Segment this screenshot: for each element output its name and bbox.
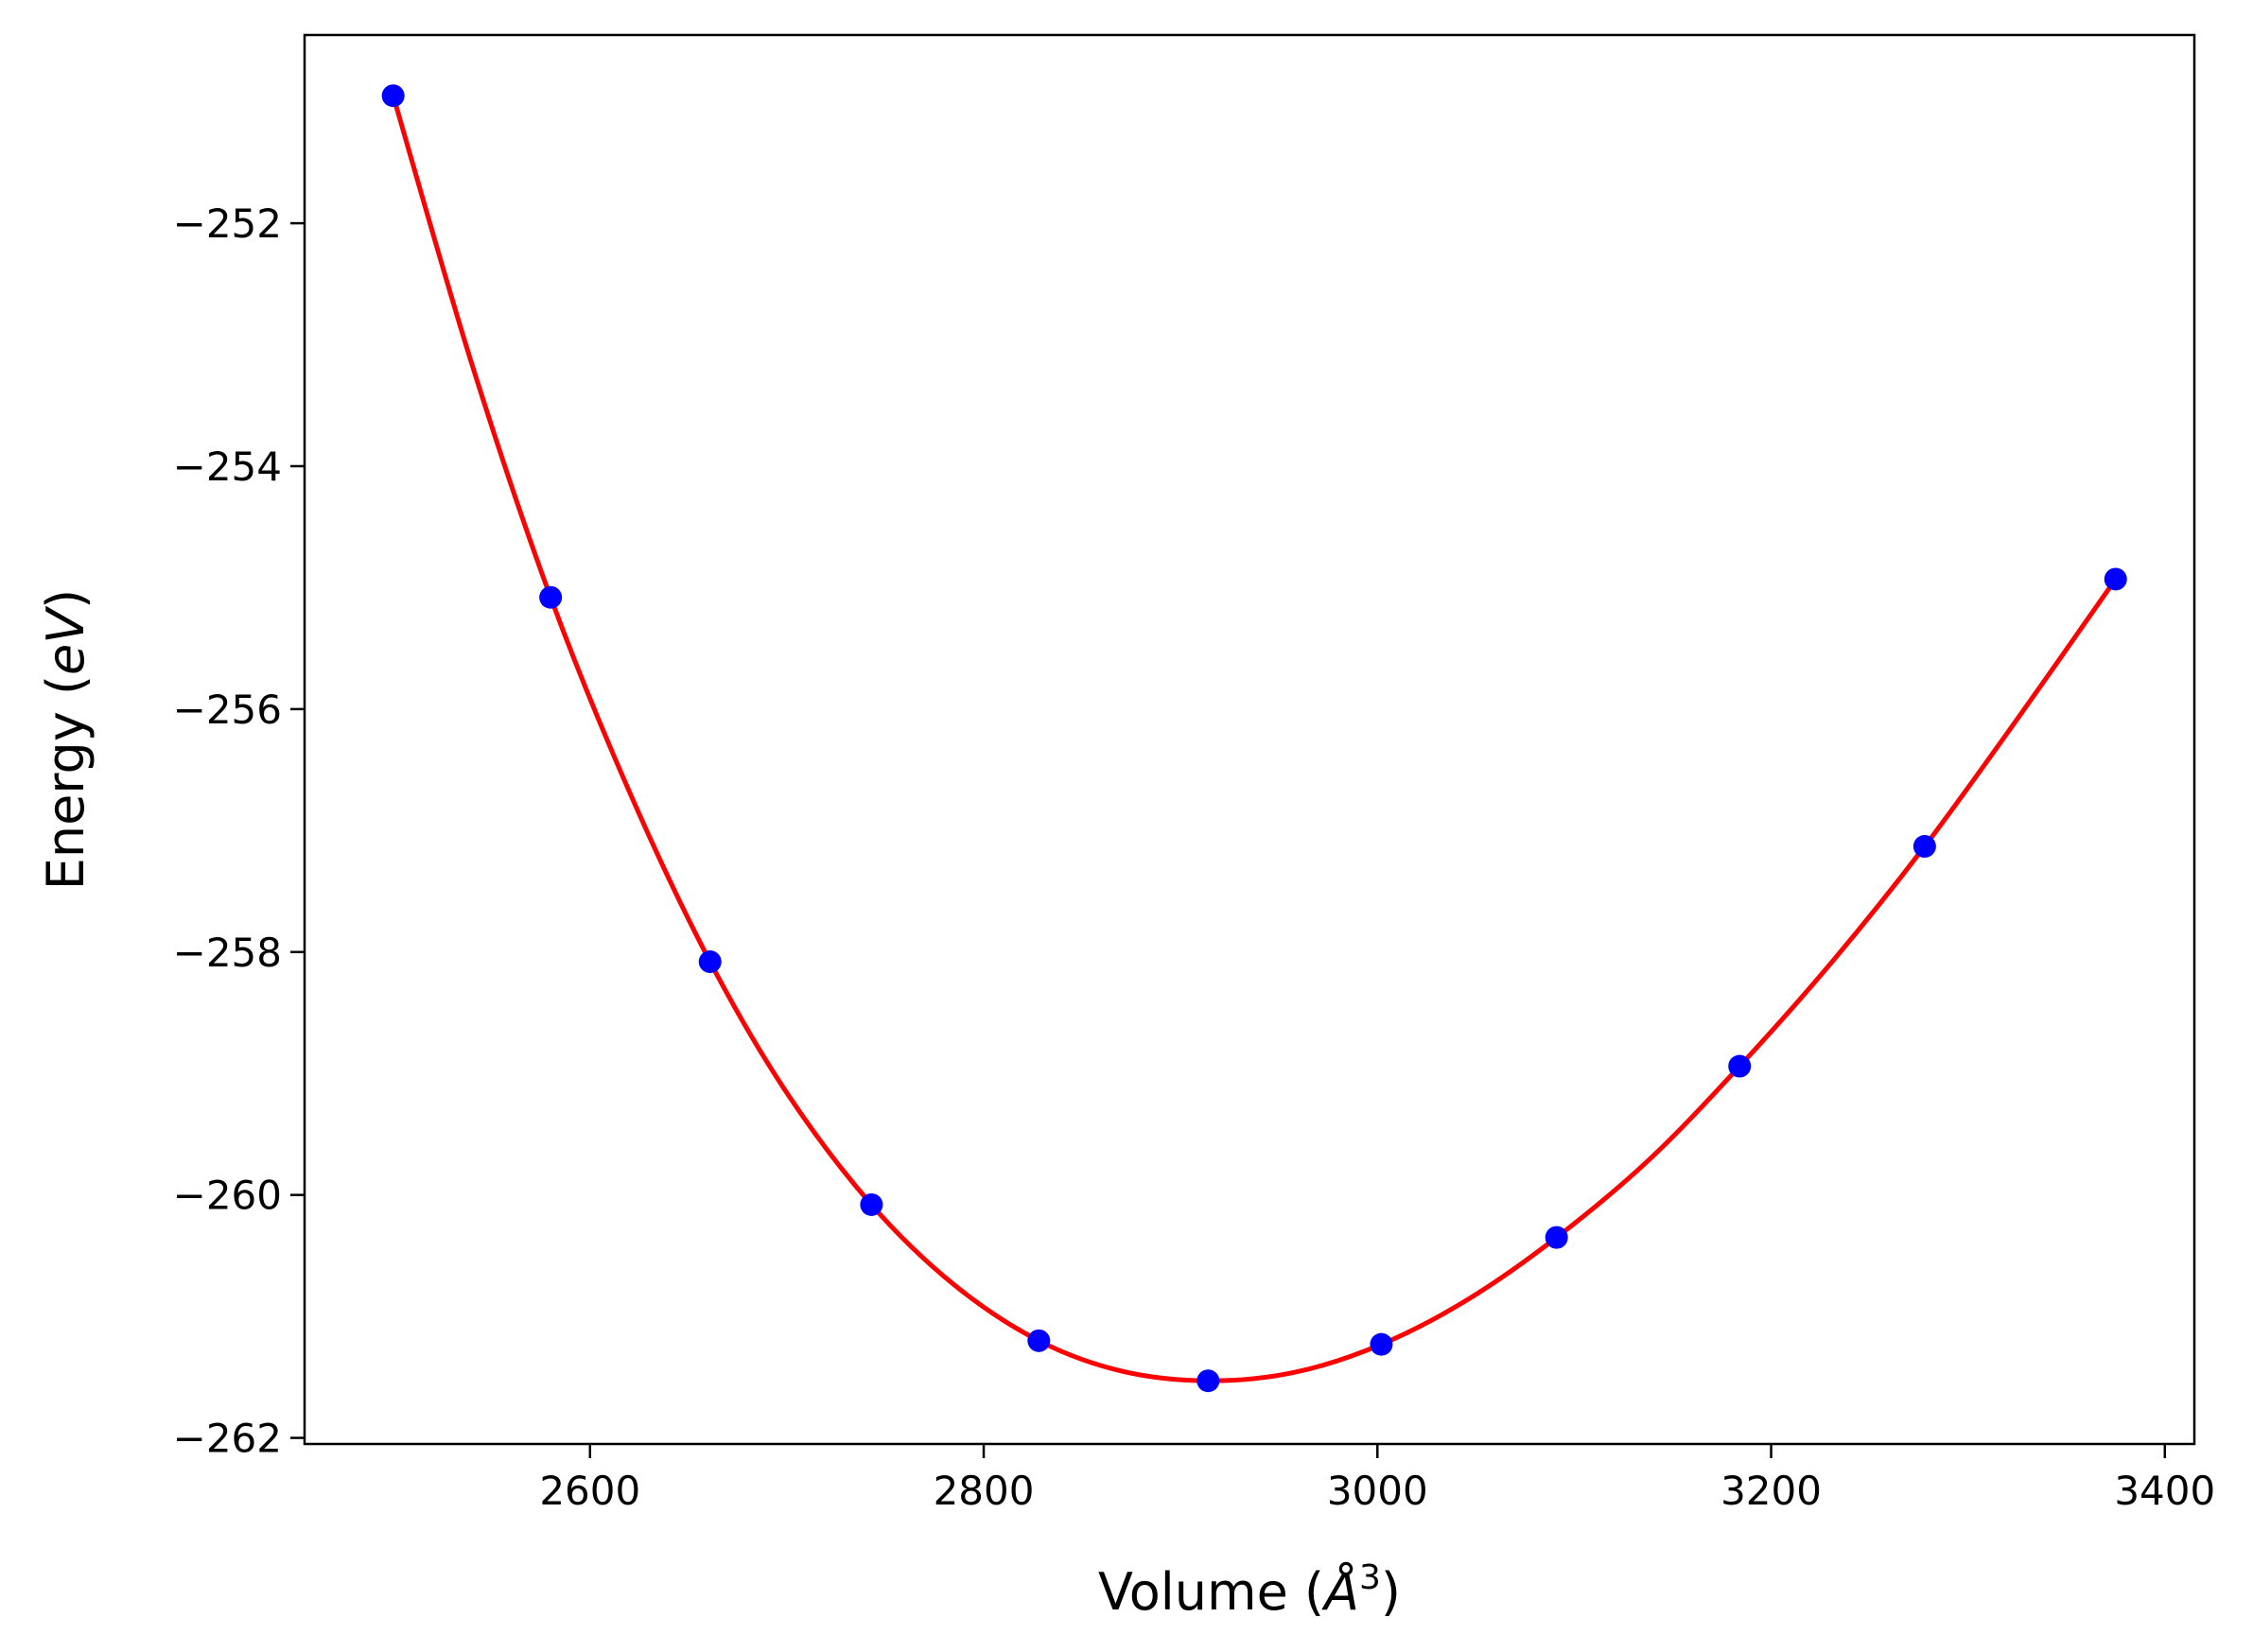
- data-point: [539, 585, 563, 609]
- data-point: [1027, 1329, 1051, 1352]
- y-axis-label-suffix: ): [36, 589, 96, 609]
- y-axis-label-prefix: Energy (: [36, 675, 96, 890]
- x-axis-label-exponent: 3: [1359, 1558, 1381, 1597]
- data-point: [860, 1192, 883, 1216]
- plot-background: [305, 35, 2194, 1444]
- y-axis-ticks: −252 −254 −256 −258 −260 −262: [173, 200, 305, 1462]
- y-tick-label: −262: [173, 1416, 282, 1462]
- data-point: [381, 84, 405, 108]
- y-tick-label: −254: [173, 443, 282, 490]
- data-point: [1728, 1054, 1752, 1078]
- y-tick-label: −256: [173, 687, 282, 733]
- x-axis-label-suffix: ): [1381, 1562, 1401, 1622]
- x-tick-label: 2800: [934, 1468, 1035, 1514]
- data-point: [2104, 567, 2127, 591]
- x-axis-label-prefix: Volume (: [1098, 1562, 1324, 1622]
- plot-frame: [303, 33, 2196, 1446]
- x-axis-label-unit: Å: [1321, 1561, 1359, 1622]
- y-tick-label: −252: [173, 200, 282, 247]
- x-tick-label: 3000: [1327, 1468, 1428, 1514]
- x-axis-ticks: 2600 2800 3000 3200 3400: [539, 1444, 2215, 1514]
- data-point: [1196, 1369, 1220, 1393]
- data-point: [1912, 835, 1936, 859]
- y-axis-label: Energy (eV): [36, 589, 96, 891]
- y-tick-label: −260: [173, 1173, 282, 1219]
- x-tick-label: 3400: [2114, 1468, 2215, 1514]
- data-points-layer: [381, 84, 2127, 1393]
- data-point: [1545, 1226, 1568, 1249]
- x-axis-label: Volume (Å3): [1098, 1558, 1401, 1622]
- fit-curve-layer: [391, 95, 2118, 1383]
- y-axis-label-unit: eV: [36, 605, 96, 675]
- x-tick-label: 3200: [1720, 1468, 1822, 1514]
- data-point: [698, 950, 722, 974]
- fit-curve: [391, 95, 2118, 1383]
- y-tick-label: −258: [173, 930, 282, 976]
- data-point: [1370, 1332, 1393, 1356]
- x-tick-label: 2600: [539, 1468, 640, 1514]
